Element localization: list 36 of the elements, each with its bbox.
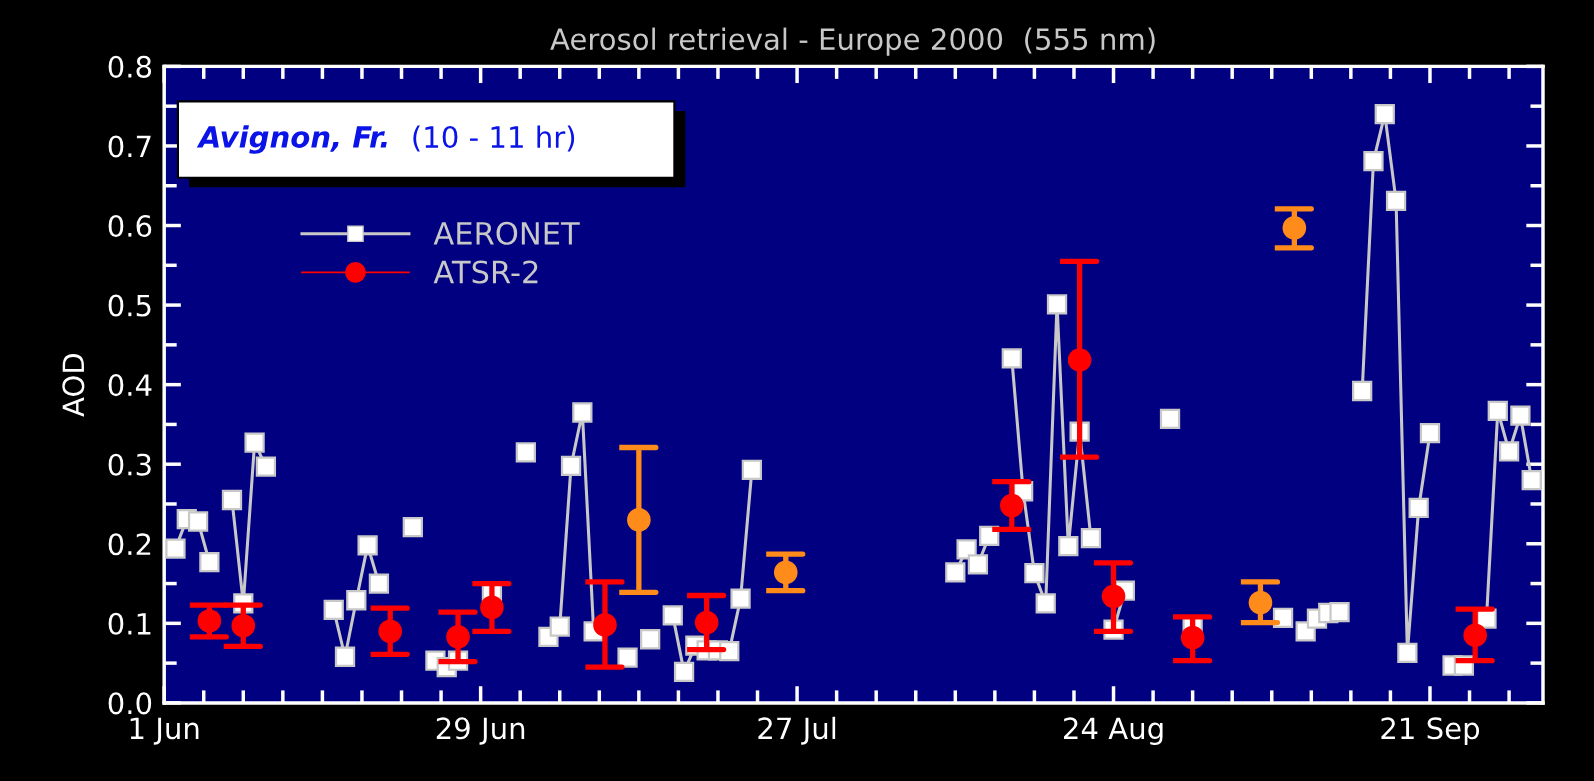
point — [197, 609, 222, 633]
point — [1101, 584, 1126, 609]
point — [480, 595, 504, 620]
point — [627, 508, 651, 532]
point — [1248, 590, 1273, 615]
legend-label: AERONET — [433, 221, 580, 245]
point — [593, 613, 617, 637]
x-tick-label: 29 Jun — [436, 717, 525, 745]
annotation: (10 - 11 hr) — [413, 125, 575, 152]
y-axis-title: AOD — [62, 353, 85, 417]
point — [1463, 623, 1487, 648]
y-tick-label: 0.6 — [108, 214, 152, 238]
x-tick-label: 21 Sep — [1381, 717, 1480, 746]
point — [231, 613, 256, 638]
x-tick-label: 1 Jun — [130, 717, 199, 745]
y-tick-label: 0.5 — [108, 294, 151, 317]
y-tick-label: 0.7 — [108, 135, 151, 158]
legend-label: ATSR-2 — [433, 260, 538, 284]
point — [1282, 216, 1307, 240]
point — [1067, 348, 1092, 372]
annotation: Avignon, Fr. — [196, 125, 387, 154]
y-tick-label: 0.1 — [108, 612, 151, 635]
x-tick-label: 27 Jul — [758, 716, 836, 745]
y-tick-label: 0.2 — [108, 533, 151, 556]
y-tick-label: 0.0 — [108, 692, 152, 715]
x-tick-label: 24 Aug — [1064, 717, 1163, 746]
y-tick-label: 0.4 — [108, 374, 152, 397]
point — [1000, 493, 1024, 518]
point — [446, 625, 470, 649]
point — [1180, 625, 1205, 650]
point — [694, 610, 719, 635]
y-tick-label: 0.8 — [108, 55, 152, 78]
point — [378, 619, 403, 644]
point — [773, 560, 798, 585]
y-tick-label: 0.3 — [108, 453, 151, 476]
chart-title: Aerosol retrieval - Europe 2000 (555 nm) — [550, 27, 1155, 56]
